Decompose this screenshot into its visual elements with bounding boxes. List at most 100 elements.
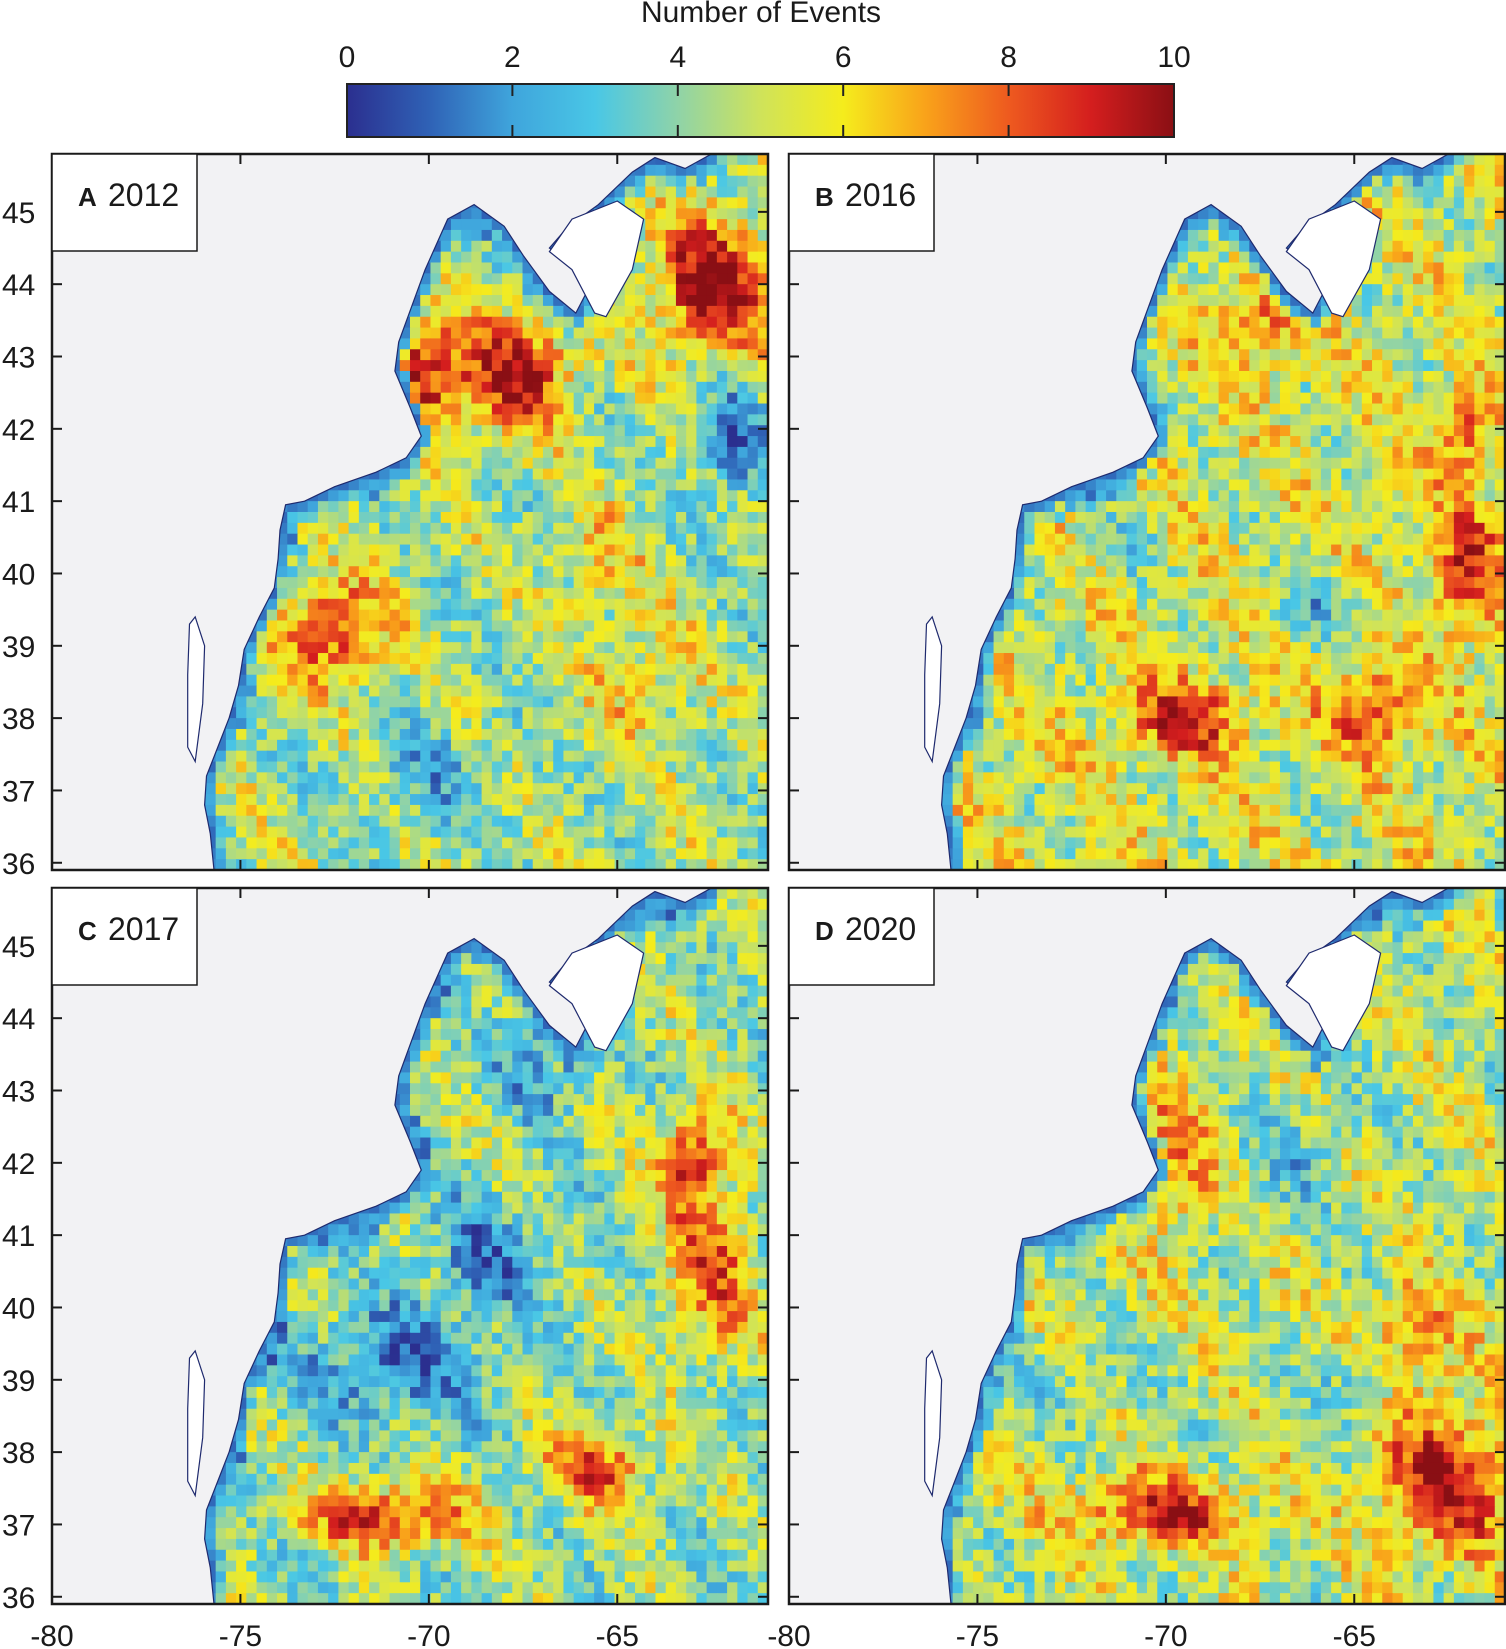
heatmap-cell (665, 370, 677, 383)
heatmap-cell (583, 327, 595, 340)
heatmap-cell (747, 370, 759, 383)
heatmap-cell (696, 436, 708, 448)
heatmap-cell (389, 512, 401, 524)
heatmap-cell (297, 848, 309, 860)
heatmap-cell (348, 718, 360, 730)
heatmap-cell (297, 598, 309, 611)
heatmap-cell (583, 674, 595, 687)
heatmap-cell (491, 446, 503, 459)
heatmap-cell (502, 555, 513, 567)
heatmap-cell (532, 360, 544, 372)
heatmap-cell (1464, 186, 1475, 198)
heatmap-cell (542, 674, 554, 687)
heatmap-cell (604, 490, 616, 502)
heatmap-cell (604, 663, 616, 676)
heatmap-cell (655, 609, 667, 622)
heatmap-cell (655, 859, 667, 870)
heatmap-cell (594, 728, 605, 741)
heatmap-cell (635, 273, 646, 285)
heatmap-cell (665, 197, 677, 209)
heatmap-cell (471, 815, 483, 828)
heatmap-cell (635, 251, 646, 264)
heatmap-cell (686, 772, 697, 784)
heatmap-cell (727, 804, 738, 817)
heatmap-cell (747, 859, 759, 870)
heatmap-cell (440, 859, 452, 870)
heatmap-cell (266, 685, 278, 698)
heatmap-cell (624, 739, 636, 752)
heatmap-cell (328, 642, 339, 654)
heatmap-cell (512, 251, 524, 264)
heatmap-cell (645, 544, 657, 556)
heatmap-cell (410, 360, 421, 372)
heatmap-cell (624, 197, 636, 209)
heatmap-cell (307, 620, 319, 632)
heatmap-cell (686, 479, 697, 491)
heatmap-cell (686, 598, 697, 611)
heatmap-cell (706, 501, 718, 513)
heatmap-cell (696, 208, 708, 220)
heatmap-cell (512, 663, 524, 676)
heatmap-cell (583, 598, 595, 611)
heatmap-cell (573, 739, 585, 752)
heatmap-cell (287, 848, 299, 860)
heatmap-cell (614, 587, 626, 600)
heatmap-cell (706, 186, 718, 198)
heatmap-cell (686, 251, 697, 264)
heatmap-cell (491, 381, 503, 394)
heatmap-cell (542, 479, 554, 491)
heatmap-cell (266, 653, 278, 665)
heatmap-cell (481, 739, 493, 752)
heatmap-cell (522, 772, 534, 784)
heatmap-cell (594, 859, 605, 870)
heatmap-cell (502, 403, 513, 415)
heatmap-cell (706, 718, 718, 730)
heatmap-cell (665, 479, 677, 491)
heatmap-cell (481, 501, 493, 513)
heatmap-cell (471, 425, 483, 437)
heatmap-cell (737, 804, 749, 817)
heatmap-cell (420, 479, 432, 491)
heatmap-cell (706, 381, 718, 394)
heatmap-cell (440, 436, 452, 448)
heatmap-cell (645, 794, 657, 806)
heatmap-cell (522, 295, 534, 307)
heatmap-cell (522, 804, 534, 817)
heatmap-cell (420, 338, 432, 350)
heatmap-cell (491, 685, 503, 698)
heatmap-cell (440, 305, 452, 318)
heatmap-cell (481, 305, 493, 318)
heatmap-cell (583, 837, 595, 849)
heatmap-cell (440, 533, 452, 546)
heatmap-cell (236, 772, 247, 784)
heatmap-cell (635, 370, 646, 383)
heatmap-cell (389, 707, 401, 719)
heatmap-cell (522, 305, 534, 318)
heatmap-cell (491, 859, 503, 870)
heatmap-cell (399, 522, 411, 535)
heatmap-cell (471, 685, 483, 698)
heatmap-cell (338, 728, 350, 741)
heatmap-cell (287, 522, 299, 535)
heatmap-cell (328, 587, 339, 600)
heatmap-cell (277, 598, 288, 611)
heatmap-cell (645, 739, 657, 752)
heatmap-cell (604, 381, 616, 394)
heatmap-cell (645, 815, 657, 828)
heatmap-cell (297, 609, 309, 622)
heatmap-cell (686, 620, 697, 632)
heatmap-cell (491, 392, 503, 405)
heatmap-cell (236, 674, 247, 687)
heatmap-cell (737, 859, 749, 870)
heatmap-cell (512, 826, 524, 839)
heatmap-cell (553, 598, 565, 611)
heatmap-cell (522, 512, 534, 524)
heatmap-cell (716, 815, 728, 828)
heatmap-cell (696, 859, 708, 870)
heatmap-cell (665, 761, 677, 773)
heatmap-cell (512, 761, 524, 773)
heatmap-cell (655, 696, 667, 708)
heatmap-cell (1351, 186, 1363, 198)
heatmap-cell (430, 707, 442, 719)
heatmap-cell (420, 544, 432, 556)
